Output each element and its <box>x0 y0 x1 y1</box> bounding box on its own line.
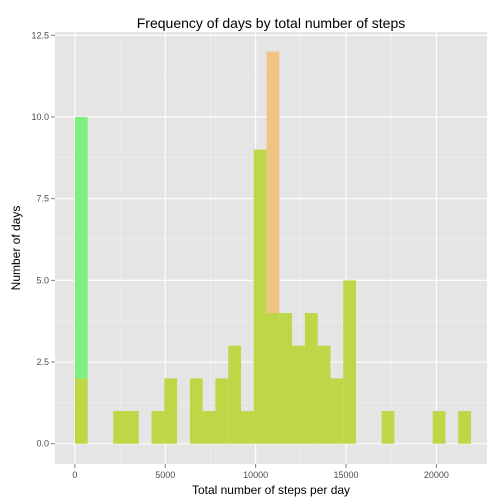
x-tick-label: 15000 <box>333 470 358 480</box>
histogram-bars <box>74 51 472 444</box>
x-axis-label: Total number of steps per day <box>192 483 350 497</box>
histogram-bar-overlap <box>279 313 293 444</box>
histogram-bar-overlap <box>253 149 267 444</box>
x-tick-label: 20000 <box>424 470 449 480</box>
y-tick-label: 2.5 <box>36 357 49 367</box>
histogram-bar-overlap <box>304 313 318 444</box>
x-tick-label: 10000 <box>243 470 268 480</box>
histogram-bar-overlap <box>343 280 357 444</box>
x-axis-ticks: 0 5000 10000 15000 20000 <box>72 464 449 480</box>
y-tick-label: 0.0 <box>36 439 49 449</box>
histogram-bar-overlap <box>202 411 216 444</box>
y-tick-label: 12.5 <box>31 30 49 40</box>
histogram-bar-overlap <box>317 345 331 444</box>
histogram-bar-overlap <box>330 378 344 444</box>
chart-title: Frequency of days by total number of ste… <box>137 15 405 31</box>
histogram-bar-overlap <box>125 411 139 444</box>
histogram-bar-overlap <box>113 411 126 444</box>
histogram-bar-series-b <box>266 51 280 314</box>
histogram-bar-overlap <box>381 411 395 444</box>
histogram-bar-overlap <box>292 345 305 444</box>
y-tick-label: 10.0 <box>31 112 49 122</box>
histogram-bar-overlap <box>74 378 88 444</box>
histogram-bar-overlap <box>215 378 229 444</box>
y-axis-ticks: 0.0 2.5 5.0 7.5 10.0 12.5 <box>31 30 55 449</box>
histogram-bar-series-a <box>74 116 88 379</box>
histogram-bar-overlap <box>432 411 446 444</box>
histogram-bar-overlap <box>164 378 178 444</box>
x-tick-label: 0 <box>72 470 77 480</box>
y-tick-label: 5.0 <box>36 275 49 285</box>
histogram-bar-overlap <box>241 411 254 444</box>
histogram-bar-overlap <box>189 378 203 444</box>
histogram-bar-overlap <box>458 411 472 444</box>
y-axis-label: Number of days <box>9 206 23 291</box>
histogram-bar-overlap <box>151 411 165 444</box>
x-tick-label: 5000 <box>155 470 175 480</box>
histogram-bar-overlap <box>266 313 280 444</box>
histogram-bar-overlap <box>228 345 242 444</box>
y-tick-label: 7.5 <box>36 194 49 204</box>
